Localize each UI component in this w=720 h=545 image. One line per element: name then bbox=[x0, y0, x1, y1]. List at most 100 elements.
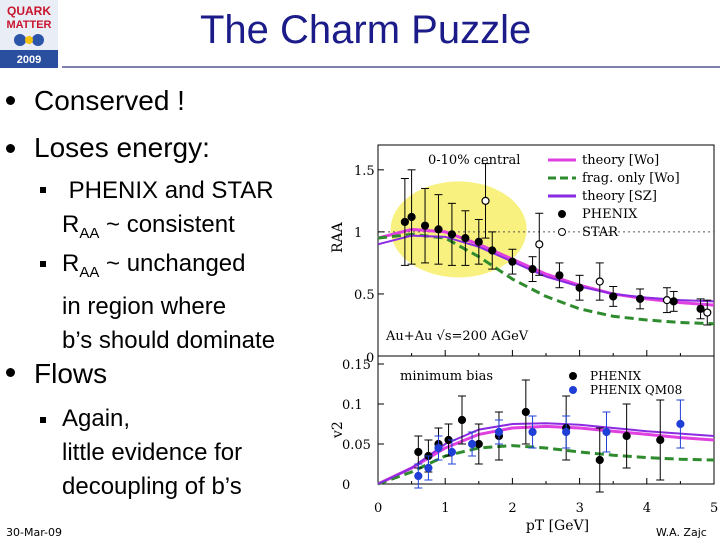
sub-bullet-text: in region where bbox=[62, 292, 227, 320]
annotation-minbias: minimum bias bbox=[400, 369, 493, 384]
phenix-point bbox=[656, 435, 665, 445]
phenix-point bbox=[555, 271, 564, 280]
phenix-point bbox=[595, 455, 604, 465]
x-tick-label: 2 bbox=[508, 501, 516, 516]
sub-bullet-text: ~ unchanged bbox=[99, 250, 246, 277]
legend-swatch bbox=[558, 210, 566, 218]
legend-label: frag. only [Wo] bbox=[582, 171, 680, 186]
bullet-conserved: Conserved ! bbox=[34, 85, 185, 116]
legend-label: PHENIX bbox=[590, 369, 642, 383]
sub-bullet-square bbox=[40, 187, 46, 193]
phenix-qm08-point bbox=[447, 447, 457, 457]
raa-subscript: AA bbox=[79, 224, 100, 242]
phenix-point bbox=[474, 237, 483, 246]
y-axis-label: RAA bbox=[330, 221, 346, 253]
y-axis-label: v2 bbox=[330, 421, 346, 439]
phenix-point bbox=[420, 221, 430, 230]
curve-theory--sz- bbox=[377, 422, 715, 485]
legend-swatch bbox=[569, 386, 577, 394]
title-divider bbox=[62, 66, 720, 68]
phenix-qm08-point bbox=[676, 419, 685, 429]
legend-swatch bbox=[558, 228, 566, 236]
legend-label: STAR bbox=[582, 225, 619, 240]
phenix-point bbox=[622, 431, 631, 441]
x-tick-label: 5 bbox=[710, 501, 718, 516]
legend-label: theory [SZ] bbox=[582, 189, 657, 204]
phenix-point bbox=[407, 212, 416, 222]
svg-text:MATTER: MATTER bbox=[6, 19, 51, 31]
phenix-point bbox=[609, 292, 618, 301]
annotation-central: 0-10% central bbox=[428, 153, 520, 168]
page-title: The Charm Puzzle bbox=[200, 8, 532, 52]
phenix-point bbox=[474, 439, 483, 449]
phenix-qm08-point bbox=[467, 439, 477, 449]
legend-swatch bbox=[569, 372, 577, 380]
raa-v2-figure: 0.5 1 1.5 0 0.05 0.1 0.15 0 0 1 2 3 4 5 RAA v2 pT [GeV] 0… bbox=[328, 140, 720, 540]
y-tick-label: 0.05 bbox=[342, 438, 371, 453]
y-tick-label: 0.1 bbox=[342, 398, 363, 413]
y-tick-label: 0 bbox=[366, 351, 374, 366]
raa-symbol: R bbox=[62, 250, 80, 277]
annotation-energy: Au+Au √s=200 AGeV bbox=[385, 329, 529, 344]
phenix-point bbox=[575, 283, 584, 292]
phenix-point bbox=[696, 304, 705, 313]
bullet-loses-energy: Loses energy: bbox=[34, 132, 210, 163]
bullet-dot bbox=[6, 368, 15, 377]
star-point bbox=[703, 308, 712, 317]
legend-label: theory [Wo] bbox=[582, 153, 659, 168]
raa-symbol: R bbox=[62, 211, 80, 238]
sub-bullet-again: Again, little evidence for decoupling of… bbox=[62, 402, 242, 504]
phenix-point bbox=[521, 407, 530, 417]
sub-bullet-square bbox=[40, 417, 46, 423]
y-tick-label: 1 bbox=[354, 226, 362, 241]
phenix-qm08-point bbox=[424, 463, 433, 473]
star-point bbox=[595, 277, 604, 286]
sub-bullet-text: little evidence for bbox=[62, 439, 243, 466]
sub-bullet-square bbox=[40, 261, 46, 267]
footer-author: W.A. Zajc bbox=[656, 526, 707, 539]
phenix-qm08-point bbox=[562, 427, 571, 437]
bullet-flows: Flows bbox=[34, 358, 108, 389]
y-tick-label: 0.5 bbox=[354, 288, 375, 303]
sub-bullet-unchanged: RAA ~ unchanged in region where b’s shou… bbox=[62, 247, 275, 358]
sub-bullet-text: ~ consistent bbox=[99, 211, 235, 238]
sub-bullet-text: b’s should dominate bbox=[62, 326, 276, 354]
phenix-point bbox=[400, 217, 409, 227]
y-tick-label: 0 bbox=[342, 478, 350, 493]
phenix-point bbox=[447, 230, 457, 239]
phenix-point bbox=[669, 297, 678, 306]
svg-text:QUARK: QUARK bbox=[7, 4, 51, 18]
phenix-qm08-point bbox=[434, 443, 443, 453]
x-tick-label: 0 bbox=[374, 501, 382, 516]
phenix-point bbox=[461, 233, 470, 243]
star-point bbox=[535, 240, 544, 249]
phenix-qm08-point bbox=[494, 427, 504, 437]
phenix-point bbox=[508, 257, 517, 266]
star-point bbox=[662, 296, 672, 305]
curve-frag--only--wo- bbox=[377, 444, 715, 486]
x-tick-label: 1 bbox=[441, 501, 449, 516]
bullet-dot bbox=[6, 96, 15, 105]
phenix-qm08-point bbox=[528, 427, 537, 437]
curve-theory--sz- bbox=[377, 234, 715, 303]
sub-bullet-consistent: PHENIX and STAR RAA ~ consistent bbox=[62, 174, 274, 251]
phenix-point bbox=[488, 246, 497, 255]
bullet-dot bbox=[6, 144, 15, 153]
y-tick-label: 0.15 bbox=[342, 358, 371, 373]
phenix-qm08-point bbox=[414, 471, 423, 481]
phenix-point bbox=[457, 415, 467, 425]
sub-bullet-text: decoupling of b’s bbox=[62, 473, 242, 500]
phenix-point bbox=[434, 225, 443, 234]
star-point bbox=[481, 196, 490, 205]
curve-theory--wo- bbox=[377, 227, 715, 307]
x-tick-label: 4 bbox=[643, 501, 651, 516]
phenix-qm08-point bbox=[602, 427, 611, 437]
sub-bullet-text: PHENIX and STAR bbox=[68, 177, 274, 204]
legend-label: PHENIX QM08 bbox=[590, 383, 682, 397]
y-tick-label: 1.5 bbox=[354, 164, 375, 179]
legend-label: PHENIX bbox=[582, 207, 638, 222]
x-axis-label: pT [GeV] bbox=[526, 518, 589, 534]
phenix-point bbox=[414, 447, 423, 457]
quark-matter-logo: QUARK MATTER 2009 bbox=[0, 0, 58, 68]
